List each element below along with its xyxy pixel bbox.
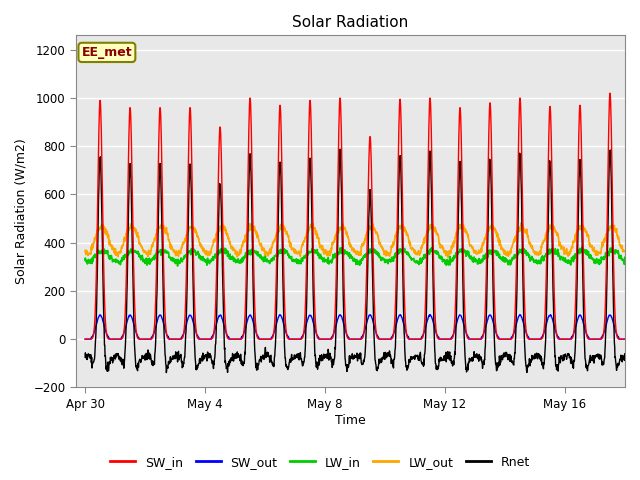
- Y-axis label: Solar Radiation (W/m2): Solar Radiation (W/m2): [15, 139, 28, 284]
- Text: EE_met: EE_met: [81, 46, 132, 59]
- X-axis label: Time: Time: [335, 414, 366, 427]
- Legend: SW_in, SW_out, LW_in, LW_out, Rnet: SW_in, SW_out, LW_in, LW_out, Rnet: [105, 451, 535, 474]
- Title: Solar Radiation: Solar Radiation: [292, 15, 409, 30]
